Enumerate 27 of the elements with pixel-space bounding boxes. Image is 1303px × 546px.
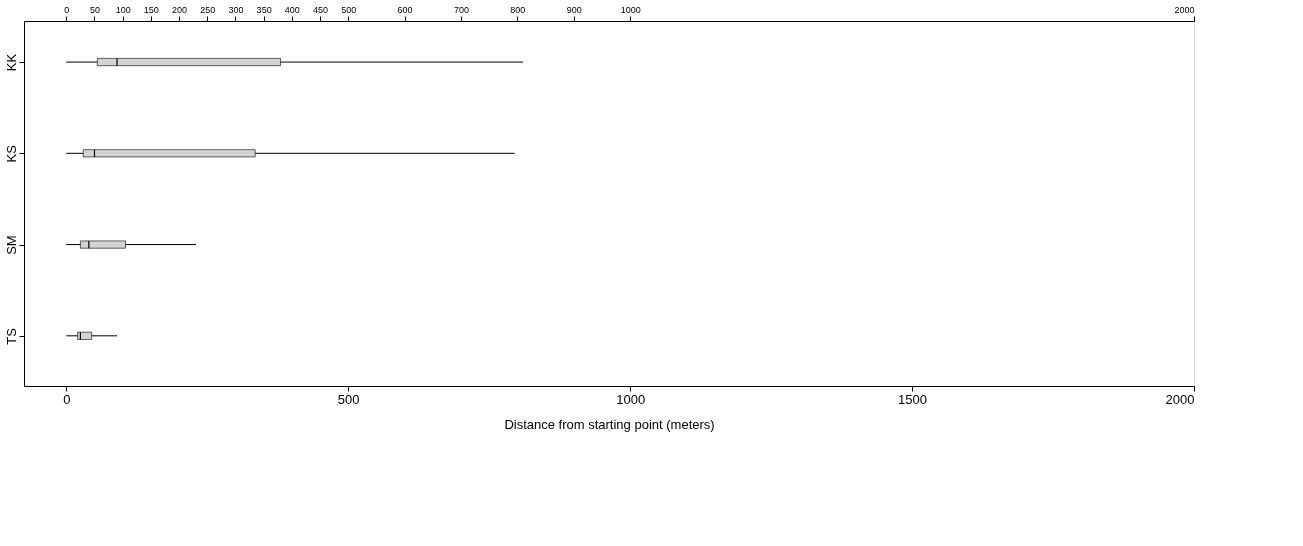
x-tick-label: 2000 — [1165, 391, 1195, 407]
x2-tick-label: 1000 — [620, 4, 641, 15]
y-tick-label: SM — [3, 235, 19, 255]
x2-tick-label: 350 — [256, 4, 272, 15]
y-tick-label: KS — [3, 144, 19, 163]
x2-tick-label: 500 — [341, 4, 357, 15]
x-tick-label: 1500 — [898, 391, 928, 407]
y-tick-label: TS — [3, 327, 19, 345]
x-axis-title: Distance from starting point (meters) — [504, 416, 715, 432]
x2-tick-label: 200 — [172, 4, 188, 15]
x2-tick-label: 400 — [284, 4, 300, 15]
x2-tick-label: 300 — [228, 4, 244, 15]
x2-tick-label: 100 — [115, 4, 131, 15]
y-tick-label: KK — [3, 53, 19, 72]
x2-tick-label: 0 — [64, 4, 70, 15]
x2-tick-label: 150 — [143, 4, 159, 15]
x2-tick-label: 450 — [313, 4, 329, 15]
x2-tick-label: 2000 — [1174, 4, 1195, 15]
x2-tick-label: 800 — [510, 4, 526, 15]
x2-tick-label: 250 — [200, 4, 216, 15]
x2-tick-label: 900 — [566, 4, 582, 15]
x-tick-label: 1000 — [616, 391, 646, 407]
x2-tick-label: 600 — [397, 4, 413, 15]
x-tick-label: 0 — [63, 391, 71, 407]
x2-tick-label: 50 — [89, 4, 100, 15]
x-tick-label: 500 — [337, 391, 360, 407]
x2-tick-label: 700 — [453, 4, 469, 15]
